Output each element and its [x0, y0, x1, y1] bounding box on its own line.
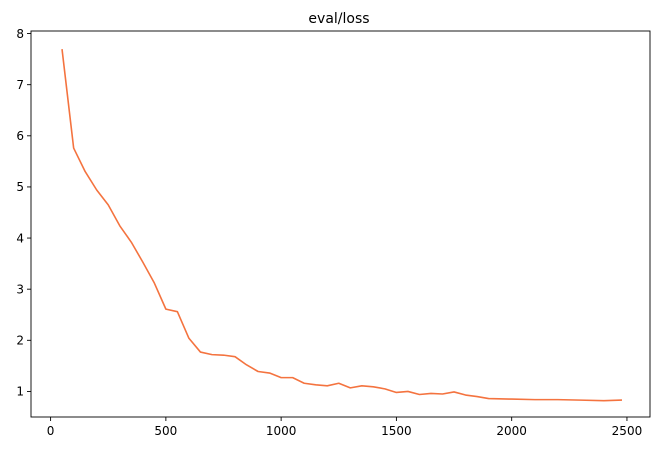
series-line-0: [61, 49, 623, 402]
axes: 0 500 1000 1500 2000 2500 1 2 3 4 5 6 7 8: [16, 27, 651, 438]
y-tick-label: 3: [16, 282, 24, 296]
x-tick-label: 1000: [266, 424, 297, 438]
y-tick-label: 5: [16, 180, 24, 194]
plot-frame: [30, 30, 651, 418]
y-tick-label: 1: [16, 385, 24, 399]
x-tick-label: 2000: [496, 424, 527, 438]
x-tick-label: 500: [154, 424, 177, 438]
y-tick-label: 8: [16, 27, 24, 41]
y-tick-label: 7: [16, 78, 24, 92]
x-tick-label: 0: [47, 424, 55, 438]
y-tick-label: 6: [16, 129, 24, 143]
x-tick-label: 1500: [381, 424, 412, 438]
plot-area: [61, 49, 623, 402]
chart-title: eval/loss: [308, 11, 369, 27]
y-tick-label: 2: [16, 334, 24, 348]
y-tick-label: 4: [16, 231, 24, 245]
x-tick-label: 2500: [612, 424, 643, 438]
